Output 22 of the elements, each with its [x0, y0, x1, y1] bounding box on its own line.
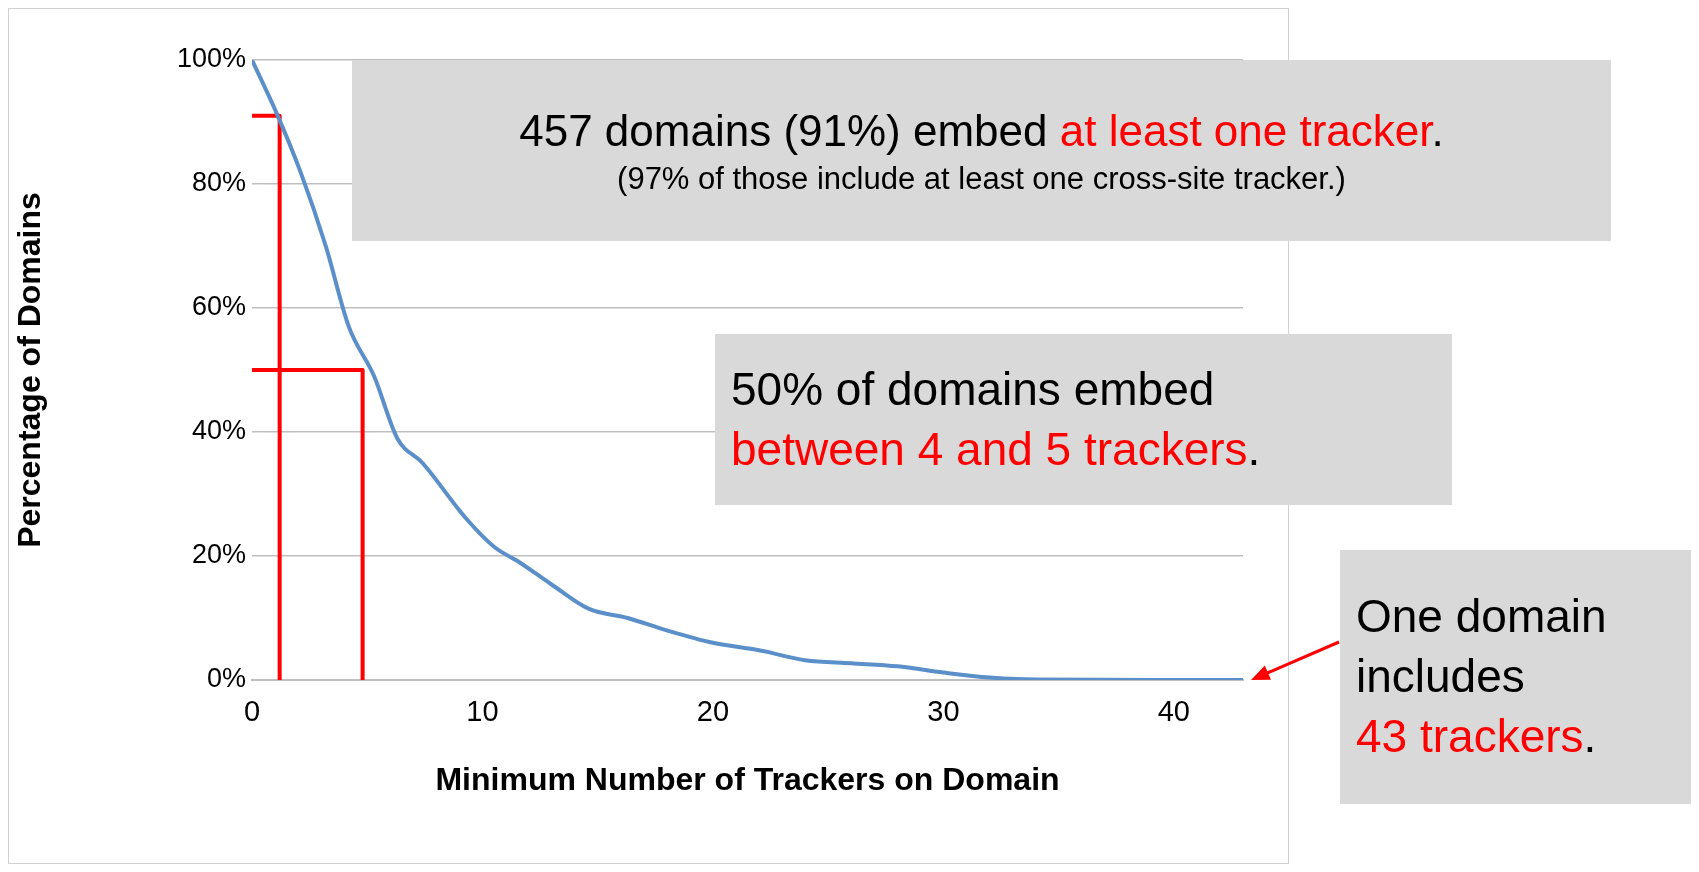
x-axis-title: Minimum Number of Trackers on Domain [435, 760, 1060, 797]
note-box: One domain includes 43 trackers. [1340, 550, 1691, 804]
note-box: 50% of domains embed between 4 and 5 trackers. [715, 334, 1452, 505]
annotation: at least one tracker [1059, 105, 1432, 155]
x-tick-label: 30 [927, 695, 960, 728]
x-tick-label: 0 [243, 695, 261, 728]
note-box: 457 domains (91%) embed at least one tracker. (97% of those include at least one cross-site tracker.) [352, 60, 1611, 241]
annotation: 457 domains (91%) embed [519, 105, 1049, 155]
y-axis-title: Percentage of Domains [11, 192, 48, 548]
x-tick-label: 40 [1157, 695, 1190, 728]
y-tick-label: 40% [191, 415, 246, 446]
annotation: 50% of domains embed [731, 362, 1215, 415]
y-tick-label: 60% [191, 291, 246, 322]
annotation: (97% of those include at least one cross-site tracker.) [617, 160, 1346, 196]
y-tick-label: 0% [206, 663, 246, 694]
y-tick-label: 80% [191, 167, 246, 198]
y-tick-label: 20% [191, 539, 246, 570]
x-tick-label: 20 [696, 695, 730, 728]
x-tick-label: 10 [466, 695, 499, 728]
annotation: between 4 and 5 trackers [731, 422, 1248, 475]
y-tick-label: 100% [176, 43, 246, 74]
text: . [1247, 422, 1261, 475]
